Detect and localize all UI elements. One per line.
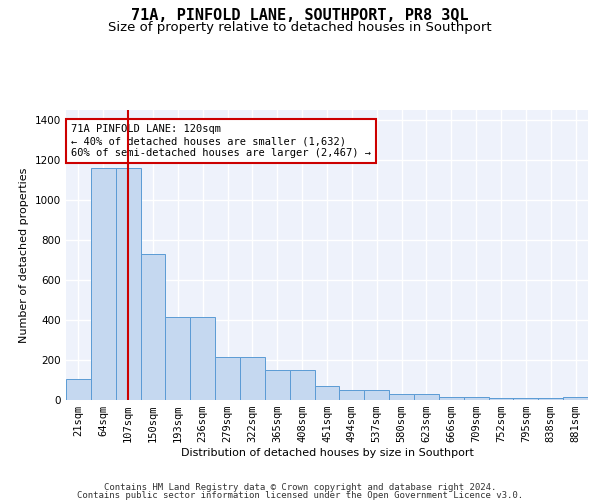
- Text: Contains HM Land Registry data © Crown copyright and database right 2024.: Contains HM Land Registry data © Crown c…: [104, 484, 496, 492]
- Bar: [116, 168, 140, 400]
- Bar: [166, 317, 190, 400]
- Bar: [91, 168, 116, 400]
- Bar: [464, 397, 488, 400]
- X-axis label: Distribution of detached houses by size in Southport: Distribution of detached houses by size …: [181, 448, 473, 458]
- Bar: [414, 394, 439, 400]
- Text: 71A PINFOLD LANE: 120sqm
← 40% of detached houses are smaller (1,632)
60% of sem: 71A PINFOLD LANE: 120sqm ← 40% of detach…: [71, 124, 371, 158]
- Bar: [314, 386, 340, 400]
- Bar: [563, 397, 588, 400]
- Bar: [340, 390, 364, 400]
- Bar: [514, 398, 538, 400]
- Bar: [290, 370, 314, 400]
- Text: Contains public sector information licensed under the Open Government Licence v3: Contains public sector information licen…: [77, 490, 523, 500]
- Bar: [538, 398, 563, 400]
- Y-axis label: Number of detached properties: Number of detached properties: [19, 168, 29, 342]
- Bar: [389, 394, 414, 400]
- Bar: [66, 379, 91, 400]
- Bar: [488, 398, 514, 400]
- Text: 71A, PINFOLD LANE, SOUTHPORT, PR8 3QL: 71A, PINFOLD LANE, SOUTHPORT, PR8 3QL: [131, 8, 469, 22]
- Bar: [439, 397, 464, 400]
- Bar: [215, 357, 240, 400]
- Bar: [265, 370, 290, 400]
- Bar: [140, 254, 166, 400]
- Bar: [240, 357, 265, 400]
- Text: Size of property relative to detached houses in Southport: Size of property relative to detached ho…: [108, 21, 492, 34]
- Bar: [190, 317, 215, 400]
- Bar: [364, 390, 389, 400]
